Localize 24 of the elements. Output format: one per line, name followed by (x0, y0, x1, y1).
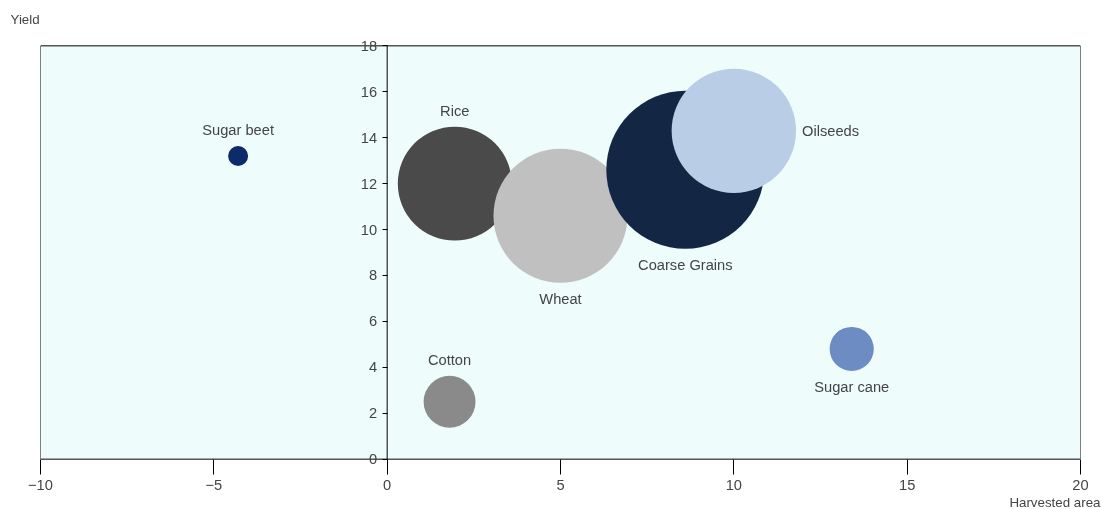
series-label: Sugar cane (814, 379, 890, 396)
series-label: Wheat (539, 290, 582, 307)
x-tick-label: −10 (28, 476, 53, 493)
y-tick-label: 10 (360, 221, 378, 238)
y-tick-label: 14 (360, 129, 378, 146)
x-axis-title: Harvested area (1009, 494, 1102, 509)
series-label: Rice (440, 102, 470, 119)
series-label: Sugar beet (202, 122, 274, 139)
y-axis-title: Yield (10, 11, 40, 27)
x-tick-label: 0 (383, 476, 392, 493)
y-tick-label: 2 (369, 405, 378, 422)
y-tick-label: 4 (369, 359, 378, 376)
y-tick-label: 16 (360, 83, 378, 100)
x-tick-label: 20 (1072, 476, 1089, 493)
x-tick-label: 15 (899, 476, 916, 493)
x-tick-label: −5 (205, 476, 223, 493)
series-label: Coarse Grains (638, 256, 733, 273)
y-tick-label: 12 (360, 175, 378, 192)
x-tick-label: 5 (556, 476, 565, 493)
series-label: Cotton (427, 351, 472, 368)
y-tick-label: 6 (369, 313, 378, 330)
y-tick-label: 8 (369, 267, 378, 284)
x-tick-label: 10 (725, 476, 742, 493)
series-label: Oilseeds (802, 122, 860, 139)
